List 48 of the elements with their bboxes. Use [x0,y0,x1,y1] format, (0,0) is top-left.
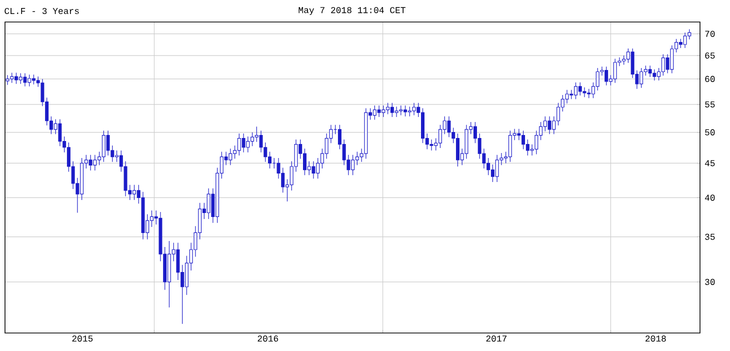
y-tick-label: 60 [705,76,715,82]
candlestick [242,133,246,153]
candlestick [596,68,600,91]
candlestick [228,148,232,166]
x-tick-label: 2017 [486,336,507,342]
candlestick [6,74,10,86]
y-tick-label: 55 [705,101,715,108]
candlestick [652,69,656,81]
candlestick [88,154,92,171]
candlestick [394,106,398,118]
candlestick [246,136,250,153]
x-tick-label: 2015 [72,336,93,342]
candlestick [517,128,521,140]
x-tick-label: 2016 [258,336,278,342]
chart-title: CL.F - 3 Years [4,8,79,14]
candlestick [578,82,582,96]
candlestick [382,105,386,118]
y-tick-label: 65 [705,52,715,59]
candlestick [582,87,586,98]
x-tick-label: 2018 [646,336,666,342]
candlestick [565,90,569,104]
candlestick [23,72,27,87]
candlestick [206,188,210,220]
candlestick [430,139,434,151]
candlestick [312,160,316,179]
y-tick-label: 50 [705,129,715,136]
candlestick [683,32,687,48]
y-tick-label: 45 [704,160,715,166]
y-tick-label: 35 [705,234,715,240]
candlestick [648,65,652,78]
candlestick [377,105,381,118]
candlestick [412,102,416,116]
chart-subtitle: May 7 2018 11:04 CET [298,7,406,15]
candlestick [447,116,451,138]
candlestick [534,130,538,155]
candlestick [399,105,403,116]
candlestick [93,154,97,171]
candlestick [670,45,674,74]
candlestick [18,72,22,84]
candlestick [548,116,552,134]
y-tick-label: 70 [705,30,715,37]
y-tick-label: 40 [704,194,715,201]
candlestick [106,130,110,156]
candlestick [259,130,263,153]
candlestick [613,58,617,84]
y-tick-label: 30 [705,278,715,285]
candlestick [495,154,499,182]
candlestick [58,118,62,146]
